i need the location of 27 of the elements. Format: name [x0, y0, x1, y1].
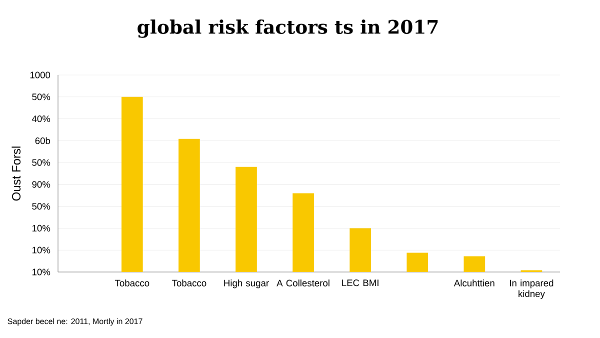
bar [464, 256, 486, 272]
x-tick-label: In impared kidney [510, 280, 554, 299]
x-tick-label: Tobacco [172, 280, 206, 286]
chart-title: global risk factors ts in 2017 [138, 20, 438, 38]
text: 10% [32, 268, 50, 276]
y-axis-title: Oust Forsl [12, 146, 21, 201]
x-tick-label: A Collesterol [276, 280, 330, 286]
x-tick-label: High sugar [224, 280, 269, 288]
text: Sapder becel ne: 2011, Mortly in 2017 [8, 318, 142, 326]
text: 50% [32, 203, 50, 210]
x-tick-label: Alcuhttien [454, 280, 494, 286]
text: 1000 [30, 72, 50, 78]
text: 10% [32, 246, 50, 254]
bar [178, 138, 200, 272]
text: 40% [32, 115, 50, 122]
bar [350, 228, 371, 272]
x-tick-label: Tobacco [114, 280, 150, 286]
bar [406, 252, 428, 272]
text: 10% [32, 224, 50, 232]
bar [292, 193, 314, 272]
text: 50% [32, 159, 50, 166]
text: 90% [32, 181, 50, 188]
text: 60b [35, 137, 50, 144]
bar [121, 96, 143, 272]
x-tick-label: LEC BMI [342, 280, 378, 286]
bar [236, 166, 257, 272]
text: 50% [32, 94, 50, 100]
